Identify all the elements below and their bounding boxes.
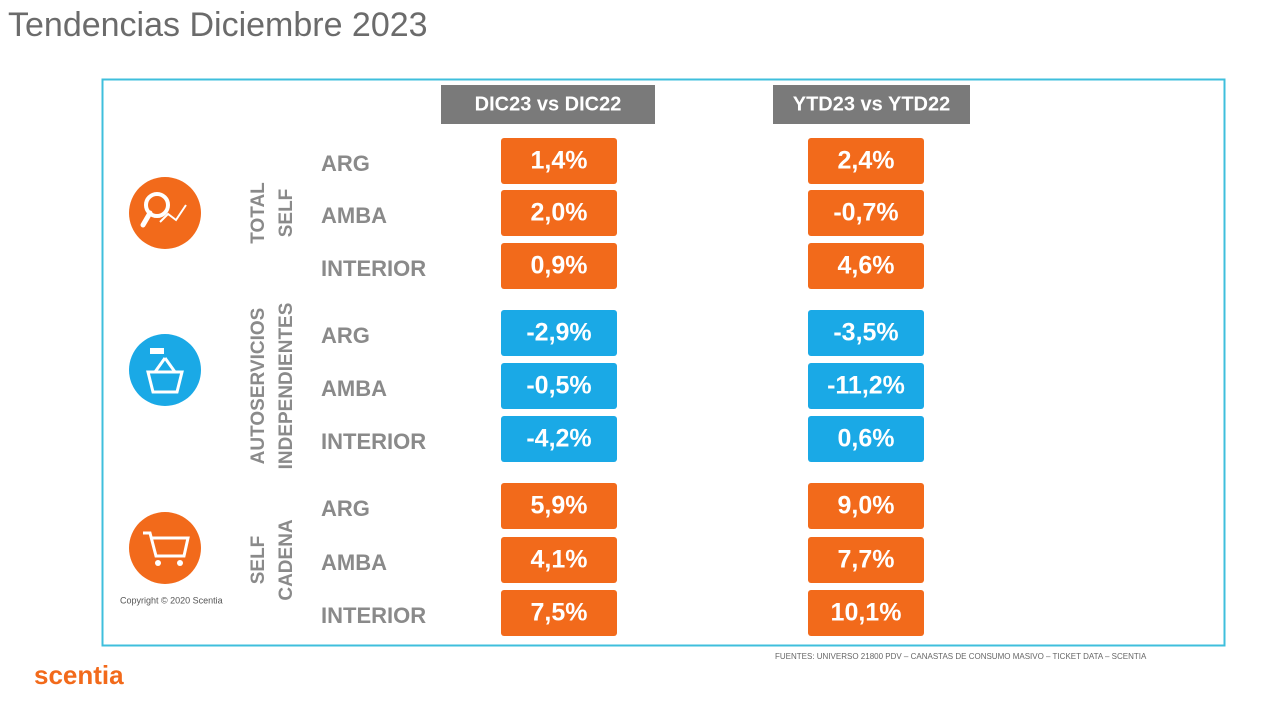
group-label: TOTAL bbox=[248, 182, 269, 244]
value-box bbox=[501, 590, 617, 636]
value-box bbox=[501, 483, 617, 529]
value: 1,4% bbox=[531, 147, 588, 175]
value-box bbox=[808, 590, 924, 636]
value-box bbox=[808, 537, 924, 583]
value-box bbox=[501, 190, 617, 236]
value: 7,7% bbox=[838, 546, 895, 574]
value: 7,5% bbox=[531, 599, 588, 627]
value: 2,4% bbox=[838, 147, 895, 175]
value-box bbox=[808, 310, 924, 356]
value: -0,7% bbox=[833, 199, 898, 227]
region-label: ARG bbox=[321, 151, 370, 176]
group-label: SELF bbox=[248, 536, 269, 585]
icon-search-chart bbox=[129, 177, 201, 249]
region-label: INTERIOR bbox=[321, 256, 426, 281]
region-label: AMBA bbox=[321, 550, 387, 575]
region-label: INTERIOR bbox=[321, 603, 426, 628]
value: 5,9% bbox=[531, 492, 588, 520]
group-label: INDEPENDIENTES bbox=[276, 303, 297, 470]
value: -4,2% bbox=[526, 425, 591, 453]
value: 2,0% bbox=[531, 199, 588, 227]
value-box bbox=[501, 138, 617, 184]
icon-cart bbox=[129, 512, 201, 584]
frame bbox=[101, 78, 1226, 647]
value: -0,5% bbox=[526, 372, 591, 400]
group-label: AUTOSERVICIOS bbox=[248, 308, 269, 465]
slide-title: Tendencias Diciembre 2023 bbox=[8, 6, 428, 44]
region-label: AMBA bbox=[321, 376, 387, 401]
column-header-bg bbox=[773, 85, 970, 124]
region-label: ARG bbox=[321, 323, 370, 348]
region-label: AMBA bbox=[321, 203, 387, 228]
value: 9,0% bbox=[838, 492, 895, 520]
copyright: Copyright © 2020 Scentia bbox=[120, 595, 223, 605]
value: 0,6% bbox=[838, 425, 895, 453]
value-box bbox=[808, 243, 924, 289]
value: 10,1% bbox=[831, 599, 902, 627]
group-label: SELF bbox=[276, 189, 297, 238]
icon-basket bbox=[129, 334, 201, 406]
region-label: ARG bbox=[321, 496, 370, 521]
column-header-bg bbox=[441, 85, 655, 124]
value-box bbox=[808, 190, 924, 236]
value-box bbox=[808, 483, 924, 529]
value: 0,9% bbox=[531, 252, 588, 280]
sources: FUENTES: UNIVERSO 21800 PDV – CANASTAS D… bbox=[775, 652, 1147, 661]
column-header: DIC23 vs DIC22 bbox=[475, 93, 622, 115]
value-box bbox=[501, 243, 617, 289]
value-box bbox=[808, 138, 924, 184]
value-box bbox=[501, 416, 617, 462]
value: -3,5% bbox=[833, 319, 898, 347]
value: -11,2% bbox=[827, 372, 905, 400]
value-box bbox=[501, 537, 617, 583]
region-label: INTERIOR bbox=[321, 429, 426, 454]
group-label: CADENA bbox=[276, 519, 297, 601]
value-box bbox=[808, 363, 924, 409]
value-box bbox=[808, 416, 924, 462]
value: 4,6% bbox=[838, 252, 895, 280]
logo: scentia bbox=[34, 660, 124, 690]
value: -2,9% bbox=[526, 319, 591, 347]
column-header: YTD23 vs YTD22 bbox=[793, 93, 951, 115]
value-box bbox=[501, 310, 617, 356]
value: 4,1% bbox=[531, 546, 588, 574]
value-box bbox=[501, 363, 617, 409]
